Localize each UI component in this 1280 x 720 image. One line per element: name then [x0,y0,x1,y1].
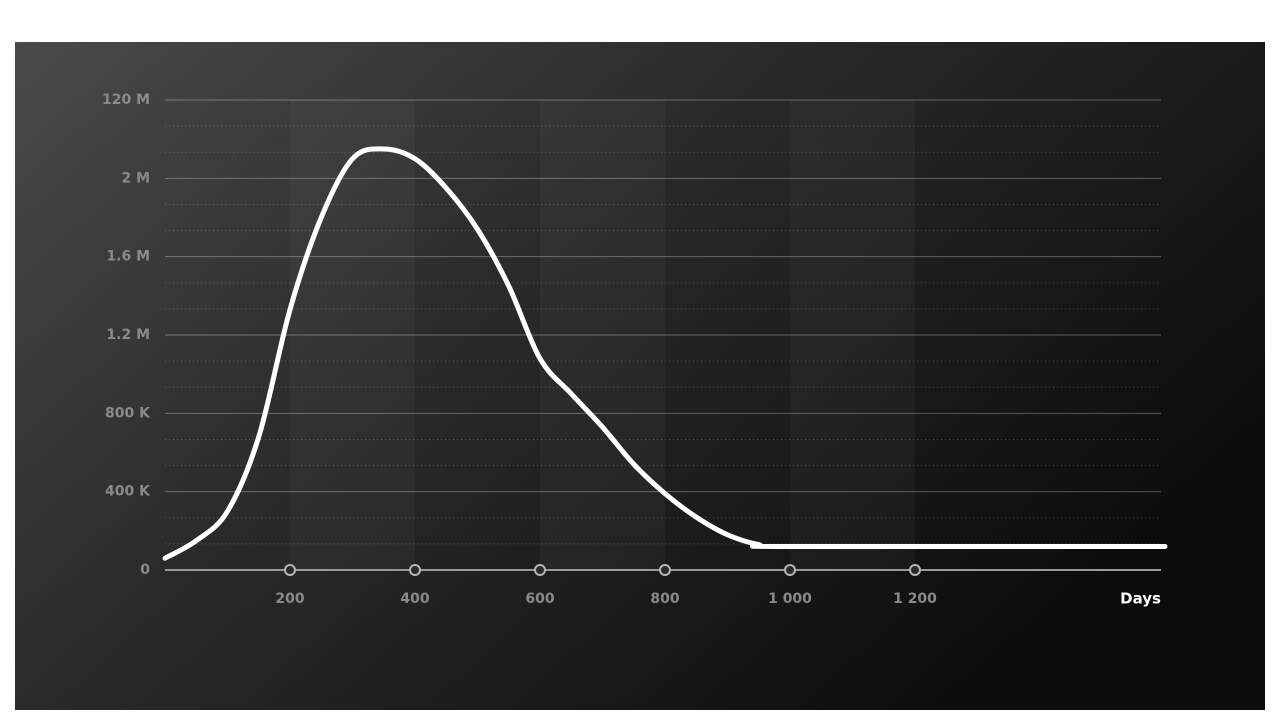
x-tick-mark [409,564,421,576]
y-tick-label: 800 K [105,405,151,421]
y-tick-label: 2 M [121,170,150,186]
x-tick-label: 200 [275,591,304,607]
y-tick-label: 400 K [105,484,151,500]
x-tick-label: 1 200 [893,591,937,607]
x-tick-mark [659,564,671,576]
y-tick-label: 1.2 M [106,327,150,343]
x-tick-label: 400 [400,591,429,607]
x-tick-mark [909,564,921,576]
x-tick-label: 800 [650,591,679,607]
x-tick-label: 1 000 [768,591,812,607]
panel [15,42,1265,710]
x-axis-label: Days [1120,590,1161,608]
line [162,146,1168,561]
x-tick-mark [534,564,546,576]
x-tick-mark [284,564,296,576]
y-tick-label: 0 [140,562,150,578]
x-tick-label: 600 [525,591,554,607]
y-tick-label: 120 M [102,92,150,108]
y-tick-label: 1.6 M [106,249,150,265]
x-tick-mark [784,564,796,576]
